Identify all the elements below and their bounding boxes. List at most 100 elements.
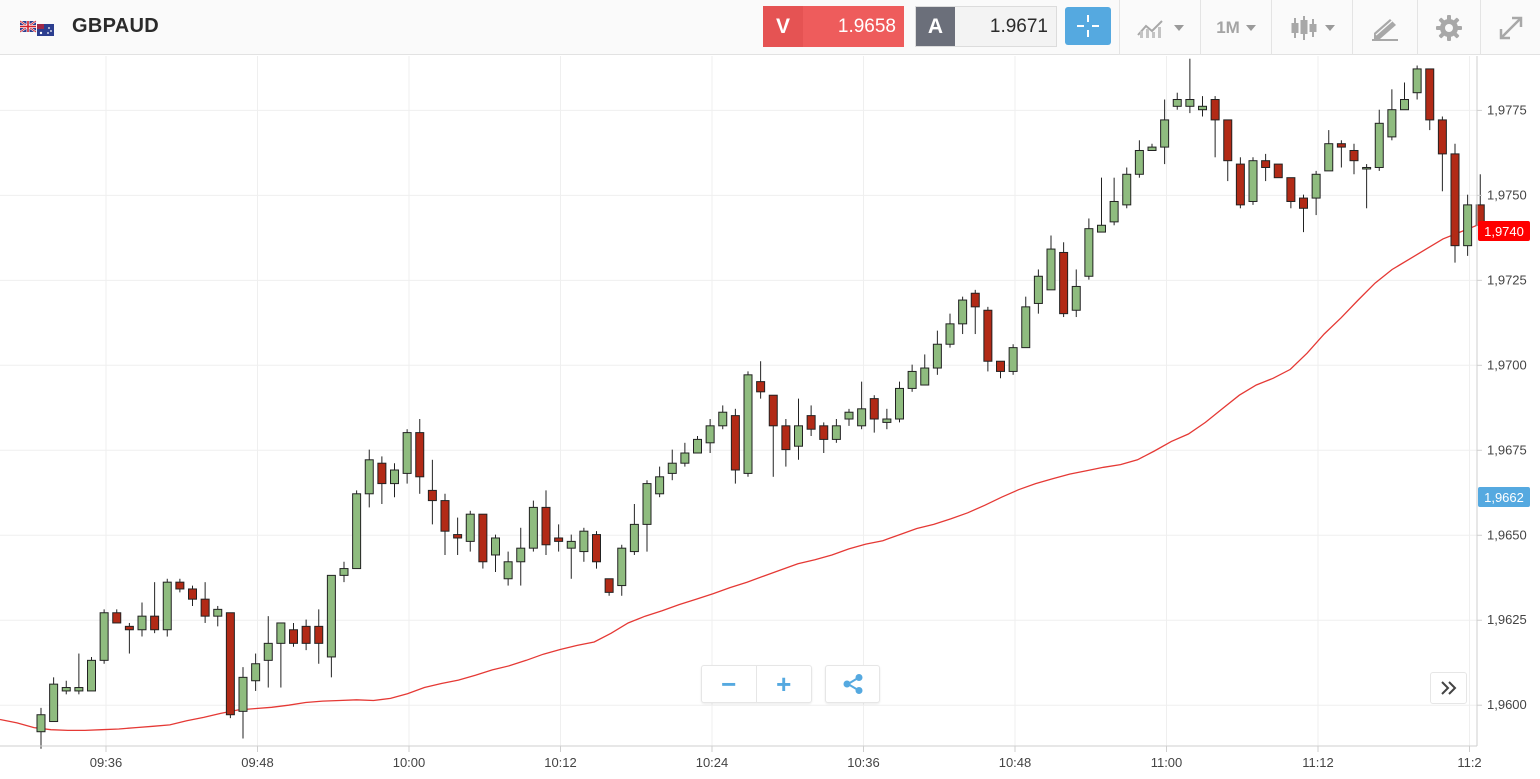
moving-average-price-badge: 1,9740 xyxy=(1478,221,1530,241)
candle-body-up xyxy=(339,568,349,576)
candle-body-down xyxy=(289,629,298,644)
moving-average-line xyxy=(0,224,1478,732)
candle-body-up xyxy=(49,683,59,723)
drawing-tools-button[interactable] xyxy=(1353,0,1417,55)
candle-body-up xyxy=(402,432,412,474)
candle xyxy=(503,551,513,586)
buy-button[interactable]: A 1.9671 xyxy=(915,6,1057,47)
candle-body-up xyxy=(882,418,892,423)
chart-grid xyxy=(0,56,1477,746)
candle xyxy=(1324,130,1334,172)
candle xyxy=(276,622,286,688)
candle-body-up xyxy=(36,714,46,733)
candle xyxy=(554,524,564,552)
candle-body-up xyxy=(263,642,273,661)
candle xyxy=(794,398,803,460)
candle-body-up xyxy=(1134,149,1144,175)
candle xyxy=(200,582,210,623)
candle xyxy=(352,490,362,570)
candle xyxy=(932,330,942,375)
price-chart[interactable]: 1,9600 1,9625 1,9650 1,9675 1,9700 1,9725 1,97… xyxy=(0,56,1540,779)
candle-body-up xyxy=(74,687,84,692)
sell-price: 1.9658 xyxy=(837,15,896,37)
time-tick-label: 11:2 xyxy=(1457,755,1481,770)
candle-body-up xyxy=(1400,99,1409,111)
candle-body-up xyxy=(251,663,261,682)
candle xyxy=(1046,235,1056,291)
candle xyxy=(1299,194,1308,233)
candle-body-up xyxy=(920,367,930,386)
scroll-to-latest-button[interactable] xyxy=(1430,672,1467,704)
candle-body-down xyxy=(440,500,450,532)
candle xyxy=(465,510,475,552)
candle-body-down xyxy=(453,534,463,539)
candle xyxy=(1336,140,1346,168)
toolbar-divider xyxy=(1480,0,1481,55)
candle-body-up xyxy=(1109,200,1119,223)
toolbar-divider xyxy=(1200,0,1201,55)
price-tick-label: 1,9700 xyxy=(1487,357,1527,372)
candle xyxy=(124,622,134,654)
fullscreen-icon xyxy=(1499,16,1522,39)
chart-type-button[interactable] xyxy=(1272,0,1352,55)
candle-body-down xyxy=(175,581,185,590)
share-button[interactable] xyxy=(825,665,880,703)
candle xyxy=(162,578,172,637)
candle-body-down xyxy=(970,292,980,308)
price-tick-label: 1,9675 xyxy=(1487,442,1527,457)
candle-body-down xyxy=(768,394,778,427)
candle-body-down xyxy=(983,309,993,362)
candle xyxy=(1097,177,1106,233)
candles-layer xyxy=(36,58,1485,749)
candle xyxy=(629,503,639,555)
candle xyxy=(1400,82,1409,111)
candle xyxy=(667,449,677,481)
indicators-button[interactable] xyxy=(1120,0,1200,55)
candle xyxy=(415,419,425,494)
settings-button[interactable] xyxy=(1418,0,1480,55)
candle-body-up xyxy=(1122,173,1132,206)
candle-body-up xyxy=(743,374,753,474)
candle xyxy=(36,707,46,749)
price-axis: 1,9600 1,9625 1,9650 1,9675 1,9700 1,9725 1,97… xyxy=(1477,102,1527,712)
candle xyxy=(592,531,601,569)
top-toolbar: GBPAUD V 1.9658 A 1.9671 xyxy=(0,0,1540,55)
candle-body-down xyxy=(314,625,324,644)
candle-body-up xyxy=(1008,347,1018,372)
candle xyxy=(1437,116,1447,192)
candle xyxy=(743,371,753,477)
zoom-in-button[interactable]: + xyxy=(776,668,792,699)
indicators-icon xyxy=(1137,19,1163,38)
candle xyxy=(617,544,627,596)
candlestick-icon xyxy=(1291,15,1317,40)
candle-body-up xyxy=(1071,285,1081,311)
candle xyxy=(1147,143,1157,151)
candle xyxy=(882,408,892,430)
candle xyxy=(831,419,841,443)
buy-price: 1.9671 xyxy=(989,15,1048,37)
toolbar-divider xyxy=(1271,0,1272,55)
candle xyxy=(213,605,223,627)
candle-body-up xyxy=(1046,248,1056,291)
time-tick-label: 10:24 xyxy=(696,755,729,770)
candle-body-up xyxy=(162,581,172,631)
zoom-out-button[interactable]: − xyxy=(702,666,757,702)
candle-body-up xyxy=(503,561,513,580)
candle-body-down xyxy=(200,598,210,617)
candle-body-up xyxy=(516,547,526,563)
toolbar-divider xyxy=(1417,0,1418,55)
timeframe-selector[interactable]: 1M xyxy=(1201,0,1271,55)
share-icon xyxy=(843,674,862,694)
sell-button[interactable]: V 1.9658 xyxy=(763,6,904,47)
fullscreen-button[interactable] xyxy=(1481,0,1540,55)
candle-body-up xyxy=(617,547,627,587)
candle xyxy=(1248,157,1258,205)
crosshair-button[interactable] xyxy=(1065,7,1111,45)
candle-body-down xyxy=(124,625,134,631)
candle xyxy=(541,490,551,555)
candle-body-up xyxy=(326,574,336,658)
instrument-symbol: GBPAUD xyxy=(72,15,159,37)
candle xyxy=(1198,96,1207,117)
candle xyxy=(1463,194,1473,256)
candle-body-up xyxy=(1412,68,1422,94)
